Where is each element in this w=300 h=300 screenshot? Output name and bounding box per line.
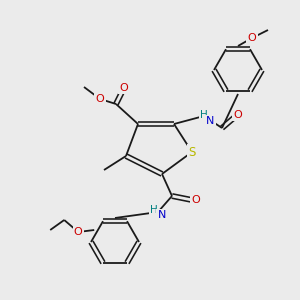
Text: H: H — [200, 110, 208, 120]
Text: O: O — [192, 195, 200, 205]
Text: O: O — [248, 33, 256, 43]
Text: N: N — [206, 116, 214, 126]
Text: O: O — [74, 227, 82, 237]
Text: O: O — [234, 110, 242, 120]
Text: O: O — [120, 83, 128, 93]
Text: H: H — [150, 205, 158, 215]
Text: N: N — [158, 210, 166, 220]
Text: O: O — [96, 94, 104, 104]
Text: S: S — [188, 146, 196, 158]
